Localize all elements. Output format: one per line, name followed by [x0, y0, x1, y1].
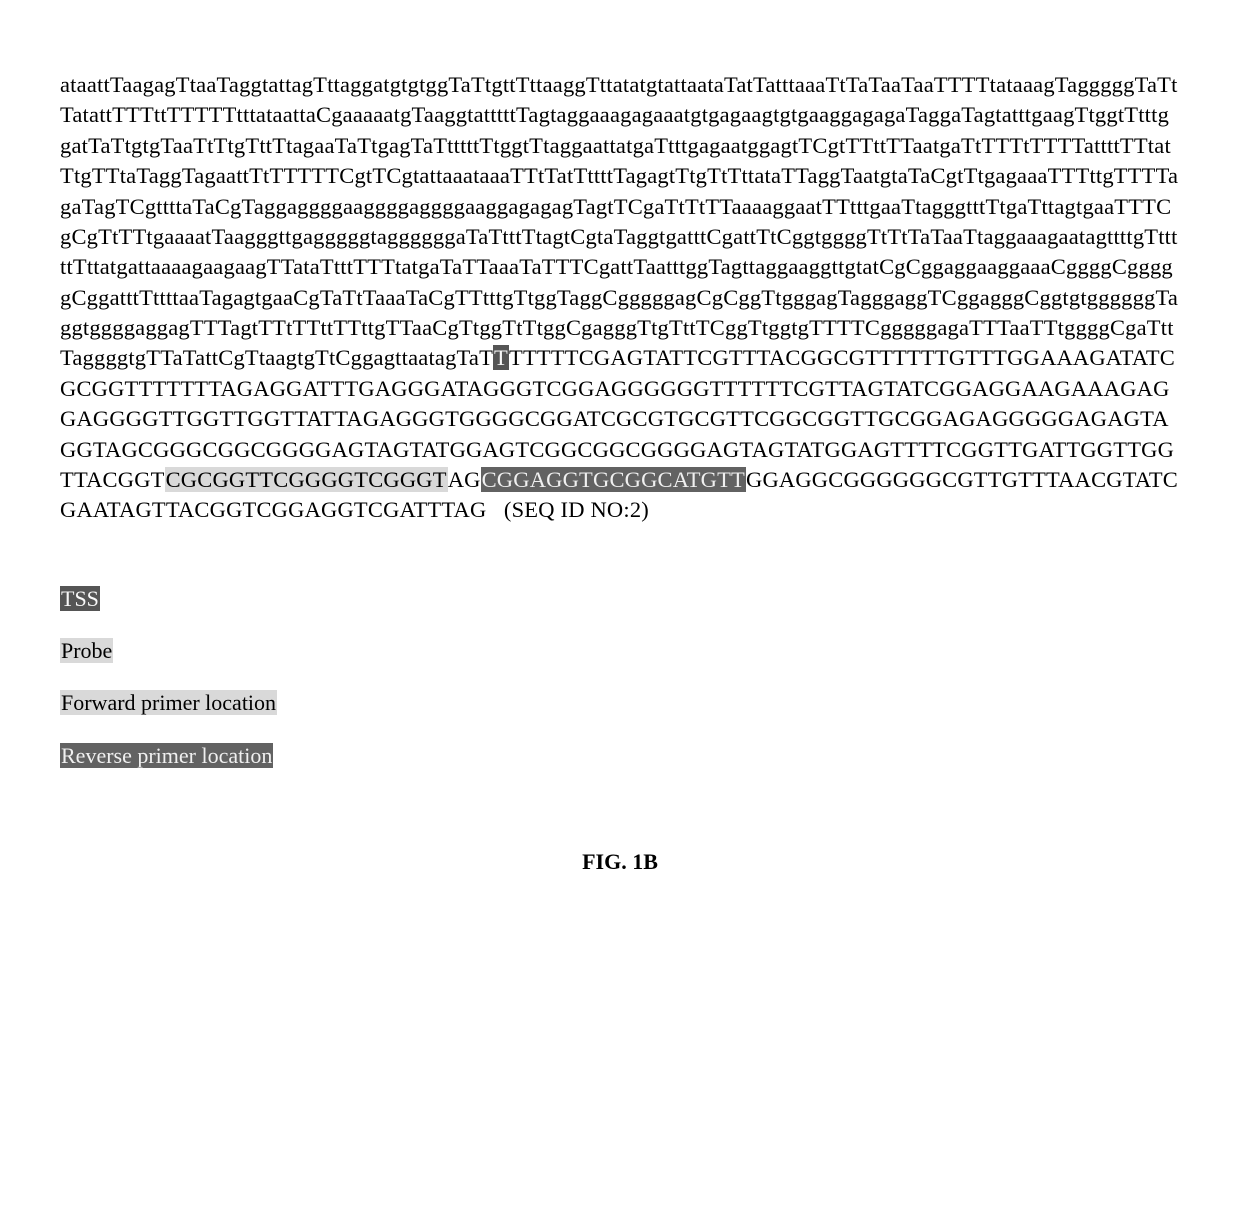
seq-text: C — [71, 224, 86, 249]
seq-text: C — [1156, 194, 1171, 219]
seq-text: C — [316, 102, 331, 127]
seq-text: C — [1110, 315, 1125, 340]
seq-text: C — [1024, 285, 1039, 310]
seq-text: C — [215, 194, 230, 219]
seq-text: C — [584, 254, 599, 279]
legend-reverse-label: Reverse primer location — [60, 743, 273, 768]
seq-text: C — [879, 254, 894, 279]
seq-text: C — [130, 194, 145, 219]
legend-item-tss: TSS — [60, 586, 1180, 612]
seq-text: C — [906, 254, 921, 279]
seq-text: C — [218, 345, 233, 370]
legend-tss-label: TSS — [60, 586, 100, 611]
seq-reverse-primer: CGGAGGTGCGGCATGTT — [481, 467, 746, 492]
seq-text: C — [335, 345, 350, 370]
seq-text: C — [428, 285, 443, 310]
seq-text: gattTaatttggTagttaggaaggttgtat — [599, 254, 879, 279]
seq-text: gTTtttgTtggTagg — [444, 285, 603, 310]
seq-text: g — [60, 224, 71, 249]
seq-text: C — [602, 285, 617, 310]
seq-text: gTtTTtgaaaatTaagggttgagggggtaggggggaTaTt… — [87, 224, 571, 249]
seq-text: C — [697, 285, 712, 310]
seq-text: gTaTtTaaaTa — [308, 285, 428, 310]
seq-tss-char: T — [493, 345, 509, 370]
seq-text: ggTtgggagTagggaggT — [738, 285, 941, 310]
seq-text: C — [812, 133, 827, 158]
seq-text: C — [566, 315, 581, 340]
seq-text: C — [71, 285, 86, 310]
seq-text: g — [894, 254, 905, 279]
seq-text: AG — [448, 467, 481, 492]
seq-text: C — [293, 285, 308, 310]
seq-text: gTaggaggggaaggggaggggaaggagagagTagtT — [230, 194, 628, 219]
legend-probe-label: Probe — [60, 638, 113, 663]
seq-text: gggggag — [618, 285, 697, 310]
seq-text: C — [628, 194, 643, 219]
sequence-block: ataattTaagagTtaaTaggtattagTttaggatgtgtgg… — [60, 70, 1180, 526]
seq-text: C — [386, 163, 401, 188]
legend-forward-label: Forward primer location — [60, 690, 277, 715]
seq-text: C — [1051, 254, 1066, 279]
legend-item-forward: Forward primer location — [60, 690, 1180, 716]
seq-text: gaTtTtTTaaaaggaatTTtttgaaTtagggtttTtgaTt… — [643, 194, 1156, 219]
seq-text: C — [570, 224, 585, 249]
seq-text: gttttaTa — [145, 194, 215, 219]
legend: TSS Probe Forward primer location Revers… — [60, 586, 1180, 770]
seq-text: ggaggg — [957, 285, 1024, 310]
seq-text: C — [723, 285, 738, 310]
seq-text: C — [1112, 254, 1127, 279]
seq-text: ggagttaatagTaT — [351, 345, 493, 370]
seq-text: ggatttTttttaaTagagtgaa — [87, 285, 293, 310]
seq-text: gtattaaataaaTTtTatTttttTagagtTtgTtTttata… — [402, 163, 931, 188]
seq-text: C — [930, 163, 945, 188]
seq-text: gTtggTtTtgg — [448, 315, 566, 340]
seq-id-label: (SEQ ID NO:2) — [504, 497, 649, 522]
figure-label: FIG. 1B — [60, 849, 1180, 875]
seq-text: C — [432, 315, 447, 340]
seq-text: C — [942, 285, 957, 310]
seq-text: gTtaagtgTt — [233, 345, 335, 370]
seq-text: gtT — [354, 163, 386, 188]
seq-forward-primer: CGCGGTTCGGGGTCGGGT — [165, 467, 448, 492]
seq-text: gggg — [1066, 254, 1112, 279]
legend-item-probe: Probe — [60, 638, 1180, 664]
seq-text: gagggTtgTttTCggTtggtgTTTTCgggggagaTTTaaT… — [581, 315, 1110, 340]
legend-item-reverse: Reverse primer location — [60, 743, 1180, 769]
seq-text: C — [339, 163, 354, 188]
seq-text: ggaggaaggaaa — [921, 254, 1051, 279]
seq-text: g — [712, 285, 723, 310]
